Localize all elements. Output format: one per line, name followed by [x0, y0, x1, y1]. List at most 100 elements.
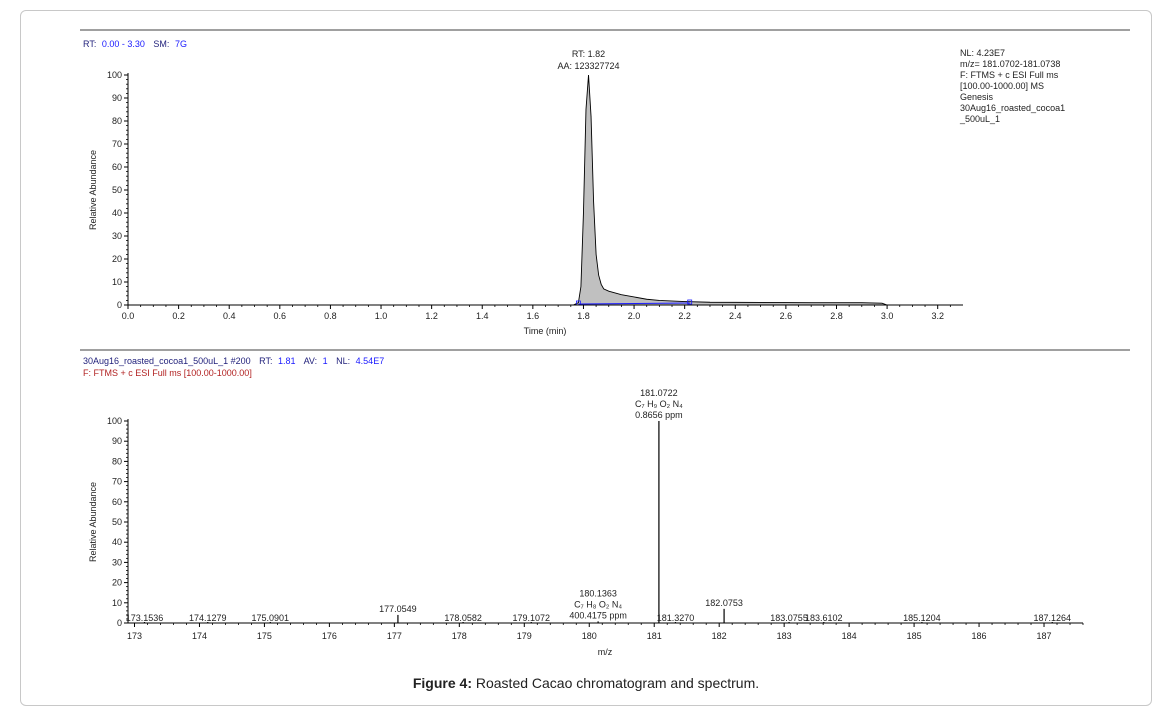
- spectrum-peak-label: 177.0549: [379, 604, 417, 614]
- chromatogram-y-tick-label: 0: [117, 300, 122, 310]
- caption-text: Roasted Cacao chromatogram and spectrum.: [475, 675, 760, 691]
- spectrum-peak-label: 187.1264: [1033, 613, 1071, 623]
- chromatogram-x-tick-label: 2.8: [830, 311, 843, 321]
- chromatogram-x-tick-label: 0.6: [274, 311, 287, 321]
- spectrum-peak-label: 183.6102: [805, 613, 843, 623]
- chromatogram-x-tick-label: 2.6: [780, 311, 793, 321]
- scan-file: 30Aug16_roasted_cocoa1_500uL_1 #200: [83, 356, 251, 366]
- spectrum-filter: F: FTMS + c ESI Full ms [100.00-1000.00]: [83, 368, 252, 378]
- spectrum-peak-label: 175.0901: [252, 613, 290, 623]
- spectrum-peak-label: 180.1363: [579, 588, 617, 598]
- sm-label: SM:: [153, 39, 169, 49]
- rt-range: 0.00 - 3.30: [102, 39, 145, 49]
- spectrum-y-tick-label: 30: [112, 557, 122, 567]
- spectrum-peak-label: 174.1279: [189, 613, 227, 623]
- spectrum-x-tick-label: 184: [842, 631, 857, 641]
- spectrum-peak-formula: C₇ H₈ O₂ N₄: [574, 599, 622, 609]
- spectrum-x-axis-label: m/z: [598, 647, 613, 657]
- chromatogram-plot: RT: 1.82 AA: 123327724 Relative Abundanc…: [88, 49, 963, 336]
- spectrum-y-tick-label: 0: [117, 618, 122, 628]
- spectrum-plot: Relative Abundance m/z 0 10 20 30 40 50 60 70 80…: [88, 388, 1084, 657]
- chromatogram-x-tick-label: 2.0: [628, 311, 641, 321]
- spectrum-x-tick-label: 178: [452, 631, 467, 641]
- chromatogram-x-tick-label: 0.8: [324, 311, 337, 321]
- peak-rt-label: RT: 1.82: [572, 49, 605, 59]
- spectrum-x-tick-label: 174: [192, 631, 207, 641]
- chromatogram-x-tick-label: 0.2: [172, 311, 185, 321]
- chromatogram-y-tick-label: 90: [112, 93, 122, 103]
- spectrum-rt-label: RT:: [259, 356, 272, 366]
- chromatogram-y-tick-label: 60: [112, 162, 122, 172]
- info-line: [100.00-1000.00] MS: [960, 81, 1044, 91]
- spectrum-peak-label: 181.3270: [657, 613, 695, 623]
- spectrum-x-tick-label: 181: [647, 631, 662, 641]
- chromatogram-y-tick-label: 10: [112, 277, 122, 287]
- chromatogram-x-tick-label: 1.0: [375, 311, 388, 321]
- nl-label: NL:: [336, 356, 350, 366]
- spectrum-y-axis-label: Relative Abundance: [88, 482, 98, 562]
- spectrum-y-tick-label: 40: [112, 537, 122, 547]
- info-line: Genesis: [960, 92, 994, 102]
- info-line: NL: 4.23E7: [960, 48, 1005, 58]
- nl-value: 4.54E7: [356, 356, 385, 366]
- chromatogram-y-tick-label: 40: [112, 208, 122, 218]
- chromatogram-x-tick-label: 1.6: [527, 311, 540, 321]
- chromatogram-y-tick-label: 80: [112, 116, 122, 126]
- spectrum-y-tick-label: 10: [112, 598, 122, 608]
- chromatogram-x-tick-label: 3.0: [881, 311, 894, 321]
- chromatogram-x-tick-label: 1.4: [476, 311, 489, 321]
- rt-label: RT:: [83, 39, 96, 49]
- spectrum-y-tick-label: 80: [112, 456, 122, 466]
- spectrum-x-tick-label: 175: [257, 631, 272, 641]
- spectrum-y-tick-label: 60: [112, 497, 122, 507]
- chromatogram-x-tick-label: 0.4: [223, 311, 236, 321]
- chromatogram-x-tick-label: 2.4: [729, 311, 742, 321]
- peak-baseline: [578, 302, 690, 305]
- chromatogram-trace: [128, 74, 963, 306]
- baseline-end-marker: [687, 299, 693, 305]
- spectrum-header: 30Aug16_roasted_cocoa1_500uL_1 #200 RT: …: [83, 356, 384, 366]
- spectrum-peak-label: 182.0753: [705, 598, 743, 608]
- spectrum-y-tick-label: 20: [112, 578, 122, 588]
- chromatogram-header: RT: 0.00 - 3.30 SM: 7G: [83, 39, 187, 49]
- sm-value: 7G: [175, 39, 187, 49]
- spectrum-x-tick-label: 180: [582, 631, 597, 641]
- spectrum-peak-label: 179.1072: [512, 613, 550, 623]
- chromatogram-y-tick-label: 100: [107, 70, 122, 80]
- chromatogram-x-tick-label: 2.2: [678, 311, 691, 321]
- spectrum-rt-value: 1.81: [278, 356, 296, 366]
- chromatogram-y-tick-label: 50: [112, 185, 122, 195]
- chromatogram-y-tick-label: 30: [112, 231, 122, 241]
- spectrum-peak-label: 181.0722: [640, 388, 678, 398]
- figure-caption: Figure 4: Roasted Cacao chromatogram and…: [0, 675, 1172, 691]
- spectrum-x-tick-label: 177: [387, 631, 402, 641]
- spectrum-x-tick-label: 185: [907, 631, 922, 641]
- chromatogram-y-tick-label: 70: [112, 139, 122, 149]
- chromatogram-x-tick-label: 1.8: [577, 311, 590, 321]
- av-value: 1: [323, 356, 328, 366]
- spectrum-peak-label: 173.1536: [126, 613, 164, 623]
- chromatogram-x-tick-label: 3.2: [931, 311, 944, 321]
- info-line: _500uL_1: [959, 114, 1000, 124]
- chromatogram-y-axis-label: Relative Abundance: [88, 150, 98, 230]
- peak-aa-label: AA: 123327724: [557, 61, 619, 71]
- spectrum-x-tick-label: 187: [1037, 631, 1052, 641]
- chromatogram-x-tick-label: 0.0: [122, 311, 135, 321]
- spectrum-x-tick-label: 176: [322, 631, 337, 641]
- spectrum-x-tick-label: 182: [712, 631, 727, 641]
- spectrum-y-tick-label: 50: [112, 517, 122, 527]
- chromatogram-y-tick-label: 20: [112, 254, 122, 264]
- chromatogram-x-axis-label: Time (min): [524, 326, 567, 336]
- spectrum-peak-label: 185.1204: [903, 613, 941, 623]
- info-line: m/z= 181.0702-181.0738: [960, 59, 1060, 69]
- info-line: F: FTMS + c ESI Full ms: [960, 70, 1059, 80]
- av-label: AV:: [304, 356, 318, 366]
- spectrum-x-tick-label: 179: [517, 631, 532, 641]
- spectrum-peak-label: 178.0582: [444, 613, 482, 623]
- caption-label: Figure 4:: [412, 675, 472, 691]
- spectrum-x-tick-label: 183: [777, 631, 792, 641]
- spectrum-peak-ppm: 0.8656 ppm: [635, 410, 683, 420]
- chromatogram-area: [128, 75, 963, 305]
- spectrum-peak-formula: C₇ H₉ O₂ N₄: [635, 399, 683, 409]
